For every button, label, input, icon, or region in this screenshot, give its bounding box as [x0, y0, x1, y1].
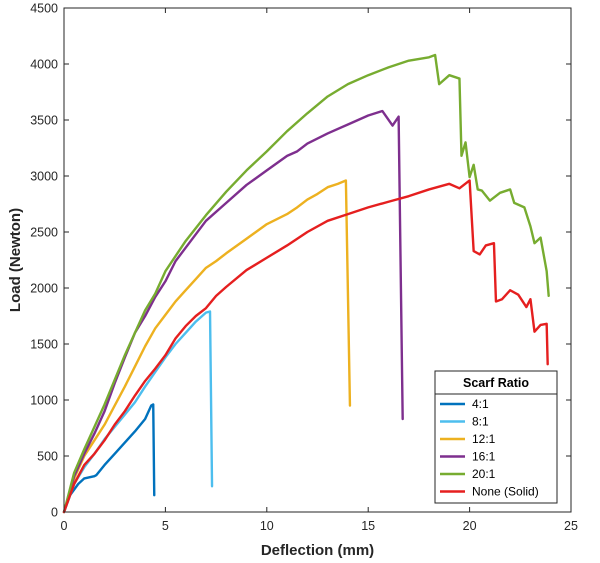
legend-item-label: 20:1	[472, 467, 496, 481]
legend-item-label: 4:1	[472, 397, 489, 411]
series-line-0	[62, 403, 156, 514]
axes-box	[63, 7, 572, 513]
y-tick-label: 4000	[30, 58, 58, 72]
y-tick-label: 500	[37, 450, 58, 464]
x-tick-label: 15	[361, 519, 375, 533]
legend-item-label: 16:1	[472, 450, 496, 464]
legend-item-label: None (Solid)	[472, 485, 539, 499]
x-tick-label: 0	[61, 519, 68, 533]
x-tick-label: 20	[463, 519, 477, 533]
x-tick-label: 5	[162, 519, 169, 533]
series-line-2	[62, 179, 352, 514]
y-tick-label: 2500	[30, 226, 58, 240]
legend-title: Scarf Ratio	[463, 376, 529, 390]
axes-layer: 0 5 10 15 20 25 0 500 1000 1500 2000 2500 3000 3500 40…	[30, 2, 578, 534]
y-tick-label: 4500	[30, 2, 58, 16]
series-line-5	[62, 179, 549, 514]
legend-item-label: 12:1	[472, 432, 496, 446]
series-layer	[62, 53, 550, 514]
x-tick-label: 25	[564, 519, 578, 533]
x-tick-label: 10	[260, 519, 274, 533]
x-axis-title: Deflection (mm)	[261, 542, 374, 559]
legend-item-label: 8:1	[472, 415, 489, 429]
y-tick-label: 1000	[30, 394, 58, 408]
series-line-3	[62, 109, 404, 514]
y-tick-label: 3500	[30, 114, 58, 128]
y-axis-title: Load (Newton)	[7, 208, 24, 312]
legend-box	[434, 370, 558, 504]
y-tick-label: 1500	[30, 338, 58, 352]
legend[interactable]: Scarf Ratio 4:1 8:1 12:1 16:1 20:1 None (Solid…	[434, 370, 558, 504]
series-line-4	[62, 53, 550, 514]
y-tick-label: 3000	[30, 170, 58, 184]
y-tick-label: 0	[51, 506, 58, 520]
y-tick-label: 2000	[30, 282, 58, 296]
